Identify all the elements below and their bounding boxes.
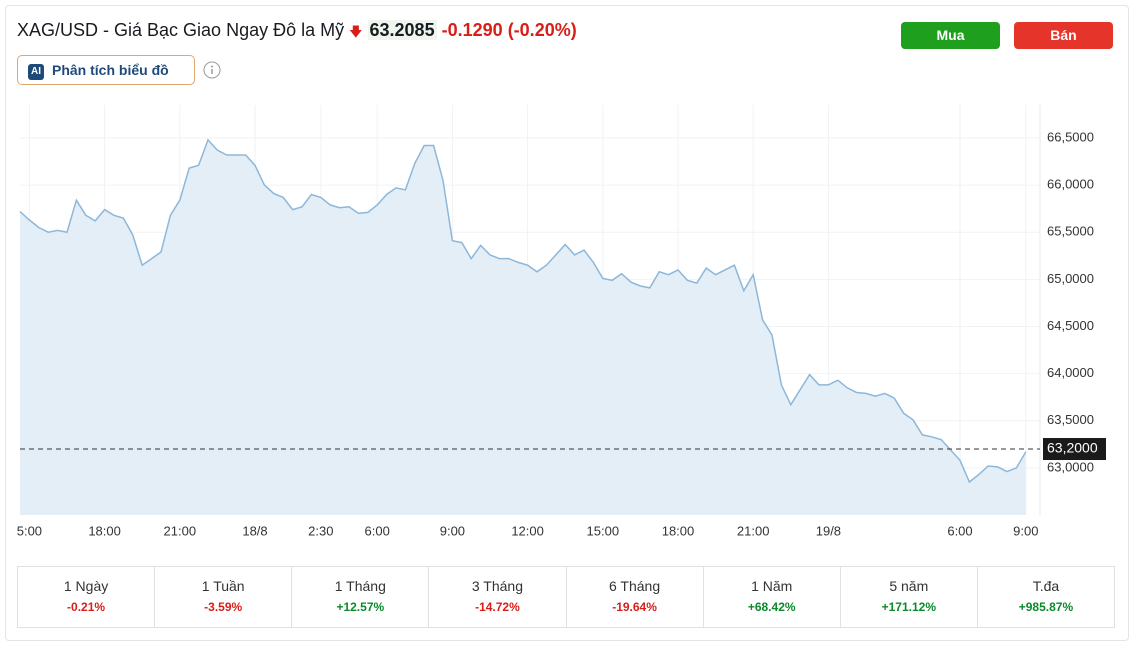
buy-button[interactable]: Mua — [901, 22, 1000, 49]
chart: 63,0000 63,5000 64,0000 64,5000 65,0000 65,50… — [17, 105, 1106, 538]
period: 1 Ngày — [63, 578, 109, 594]
price: 63.2085 — [367, 20, 437, 40]
performance-cell[interactable]: 5 năm +171.12% — [841, 567, 978, 627]
period: 1 Tháng — [334, 578, 386, 594]
x-tick-label: 6:00 — [365, 523, 390, 538]
ai-analysis-button[interactable]: AI Phân tích biểu đồ — [17, 55, 195, 85]
period-change: -3.59% — [204, 600, 243, 614]
y-tick-label: 63,5000 — [1047, 412, 1094, 427]
y-tick-label: 63,0000 — [1047, 459, 1094, 474]
x-tick-label: 19/8 — [816, 523, 841, 538]
change-percent: (-0.20%) — [507, 20, 577, 40]
period-change: +12.57% — [336, 600, 385, 614]
ai-button-label: Phân tích biểu đồ — [52, 62, 169, 78]
ai-badge: AI — [28, 64, 44, 80]
info-icon[interactable] — [203, 61, 221, 79]
period-change: -14.72% — [475, 600, 520, 614]
y-tick-label: 64,0000 — [1047, 365, 1094, 380]
quote-header: XAG/USD - Giá Bạc Giao Ngay Đô la Mỹ 🡇 6… — [17, 20, 577, 45]
x-tick-label: 12:00 — [511, 523, 544, 538]
period-change: +68.42% — [747, 600, 796, 614]
period-change: +985.87% — [1018, 600, 1074, 614]
x-tick-label: 9:00 — [440, 523, 465, 538]
x-tick-label: 5:00 — [17, 523, 42, 538]
x-tick-label: 9:00 — [1013, 523, 1038, 538]
period: 1 Tuần — [201, 578, 245, 594]
performance-cell[interactable]: 1 Tuần -3.59% — [155, 567, 293, 627]
period: T.đa — [1032, 578, 1060, 594]
performance-cell[interactable]: 6 Tháng -19.64% — [567, 567, 704, 627]
period: 5 năm — [889, 578, 929, 594]
y-tick-label: 65,0000 — [1047, 271, 1094, 286]
performance-cell[interactable]: 1 Ngày -0.21% — [18, 567, 156, 627]
period-change: -0.21% — [67, 600, 106, 614]
x-tick-label: 18:00 — [662, 523, 695, 538]
price-line — [19, 138, 1027, 484]
period: 6 Tháng — [609, 578, 661, 594]
x-tick-label: 21:00 — [164, 523, 197, 538]
performance-cell[interactable]: 3 Tháng -14.72% — [429, 567, 567, 627]
current-price-box — [1043, 438, 1106, 461]
x-tick-label: 2:30 — [308, 523, 333, 538]
x-tick-label: 18:00 — [88, 523, 121, 538]
x-tick-label: 6:00 — [947, 523, 972, 538]
period: 3 Tháng — [471, 578, 523, 594]
down-arrow: 🡇 — [349, 24, 363, 39]
change: -0.1290 — [441, 20, 503, 40]
performance-cell[interactable]: 1 Năm +68.42% — [704, 567, 841, 627]
y-tick-label: 66,5000 — [1047, 129, 1094, 144]
x-tick-label: 15:00 — [587, 523, 620, 538]
period-change: -19.64% — [612, 600, 657, 614]
period-change: +171.12% — [881, 600, 936, 614]
area — [20, 139, 1026, 515]
sell-button[interactable]: Bán — [1014, 22, 1113, 49]
period: 1 Năm — [751, 578, 793, 594]
x-tick-label: 21:00 — [737, 523, 770, 538]
performance-cell[interactable]: T.đa +985.87% — [978, 567, 1114, 627]
performance-cell[interactable]: 1 Tháng +12.57% — [292, 567, 430, 627]
y-tick-label: 64,5000 — [1047, 318, 1094, 333]
performance-table: 1 Ngày -0.21% 1 Tuần -3.59% 1 Tháng +12.57% 3 … — [17, 566, 1115, 628]
instrument-title: XAG/USD - Giá Bạc Giao Ngay Đô la Mỹ — [17, 20, 345, 40]
y-tick-label: 65,5000 — [1047, 224, 1094, 239]
y-tick-label: 66,0000 — [1047, 177, 1094, 192]
card — [5, 5, 1129, 641]
current-price-label: 63,2000 — [1047, 440, 1098, 456]
x-tick-label: 18/8 — [242, 523, 267, 538]
